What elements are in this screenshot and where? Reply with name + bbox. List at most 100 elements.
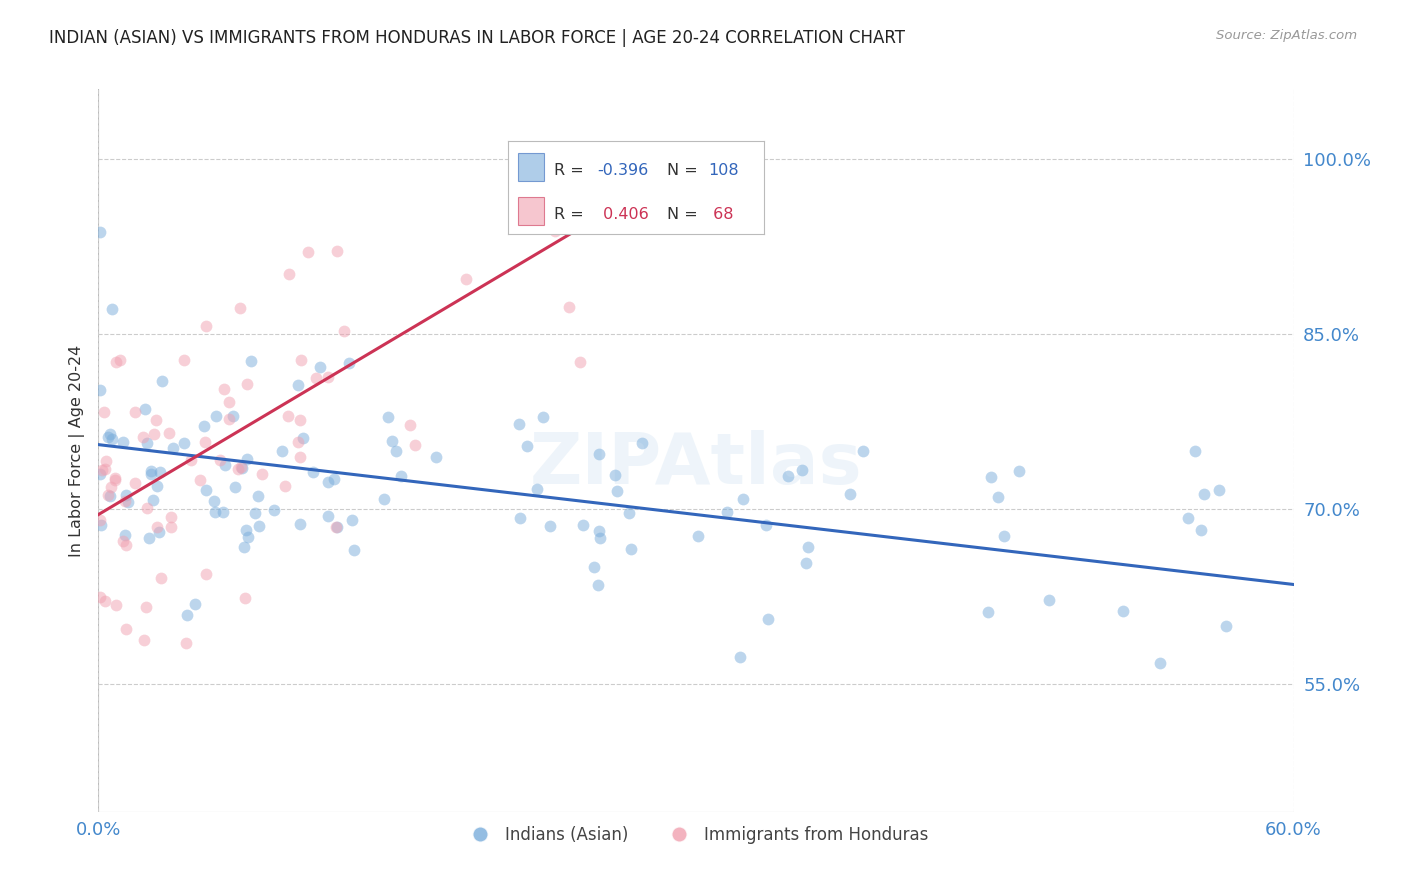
- Point: [631, 435, 654, 450]
- Point: [135, 600, 157, 615]
- Point: [569, 355, 592, 369]
- Point: [162, 441, 184, 455]
- Point: [305, 371, 328, 385]
- Point: [243, 506, 266, 520]
- Text: 108: 108: [707, 163, 738, 178]
- Point: [391, 468, 413, 483]
- Point: [337, 356, 360, 370]
- Point: [93, 405, 115, 419]
- Point: [288, 516, 311, 531]
- Point: [538, 519, 561, 533]
- Point: [124, 405, 146, 419]
- Point: [263, 503, 285, 517]
- Point: [1177, 511, 1199, 525]
- Point: [755, 518, 778, 533]
- Point: [287, 378, 309, 392]
- Text: 68: 68: [707, 207, 734, 222]
- Point: [108, 353, 131, 368]
- Point: [114, 538, 136, 552]
- Point: [977, 605, 1000, 619]
- Point: [157, 425, 180, 440]
- Point: [139, 467, 162, 482]
- Point: [204, 505, 226, 519]
- Text: ZIPAtlas: ZIPAtlas: [530, 431, 862, 500]
- Point: [174, 636, 197, 650]
- Point: [287, 435, 309, 450]
- Point: [405, 438, 427, 452]
- Point: [194, 483, 217, 497]
- Point: [98, 489, 121, 503]
- Point: [606, 483, 628, 498]
- Point: [589, 532, 612, 546]
- Text: 0.406: 0.406: [598, 207, 648, 222]
- Point: [188, 473, 211, 487]
- Point: [340, 513, 363, 527]
- Point: [297, 244, 319, 259]
- Point: [93, 594, 115, 608]
- Text: R =: R =: [554, 207, 589, 222]
- Point: [716, 505, 738, 519]
- Point: [146, 479, 169, 493]
- Point: [132, 430, 155, 444]
- Point: [159, 510, 181, 524]
- Point: [209, 452, 232, 467]
- FancyBboxPatch shape: [519, 197, 544, 225]
- Point: [852, 444, 875, 458]
- Point: [233, 591, 256, 606]
- Point: [790, 463, 813, 477]
- Point: [588, 447, 610, 461]
- Text: INDIAN (ASIAN) VS IMMIGRANTS FROM HONDURAS IN LABOR FORCE | AGE 20-24 CORRELATIO: INDIAN (ASIAN) VS IMMIGRANTS FROM HONDUR…: [49, 29, 905, 46]
- Point: [98, 427, 121, 442]
- Point: [90, 517, 112, 532]
- Point: [333, 324, 356, 338]
- Point: [776, 469, 799, 483]
- Point: [124, 475, 146, 490]
- Point: [150, 571, 173, 585]
- Point: [152, 374, 174, 388]
- Point: [104, 473, 127, 487]
- Point: [176, 607, 198, 622]
- Point: [193, 418, 215, 433]
- Point: [993, 529, 1015, 543]
- Point: [271, 444, 294, 458]
- Point: [212, 504, 235, 518]
- Point: [302, 465, 325, 479]
- Point: [343, 542, 366, 557]
- Point: [205, 409, 228, 424]
- Point: [136, 435, 159, 450]
- Point: [1112, 604, 1135, 618]
- Point: [582, 560, 605, 574]
- Point: [456, 271, 478, 285]
- Point: [195, 319, 218, 334]
- Point: [1215, 618, 1237, 632]
- Y-axis label: In Labor Force | Age 20-24: In Labor Force | Age 20-24: [69, 344, 84, 557]
- Point: [377, 409, 399, 424]
- Point: [526, 482, 548, 496]
- Point: [132, 633, 155, 648]
- Point: [1192, 486, 1215, 500]
- Point: [97, 430, 120, 444]
- Point: [235, 523, 257, 537]
- Point: [323, 472, 346, 486]
- Point: [236, 530, 259, 544]
- Point: [987, 491, 1010, 505]
- Point: [100, 479, 122, 493]
- Point: [326, 520, 349, 534]
- Point: [134, 402, 156, 417]
- Point: [236, 377, 259, 392]
- Point: [114, 488, 136, 502]
- Point: [1149, 656, 1171, 670]
- Point: [232, 540, 254, 554]
- Point: [94, 453, 117, 467]
- Point: [557, 300, 579, 314]
- Point: [89, 467, 111, 482]
- Point: [104, 471, 127, 485]
- Point: [149, 465, 172, 479]
- Point: [89, 590, 111, 604]
- Point: [544, 224, 567, 238]
- Point: [1189, 524, 1212, 538]
- Point: [89, 225, 111, 239]
- Point: [146, 519, 169, 533]
- Point: [733, 492, 755, 507]
- Point: [194, 435, 217, 450]
